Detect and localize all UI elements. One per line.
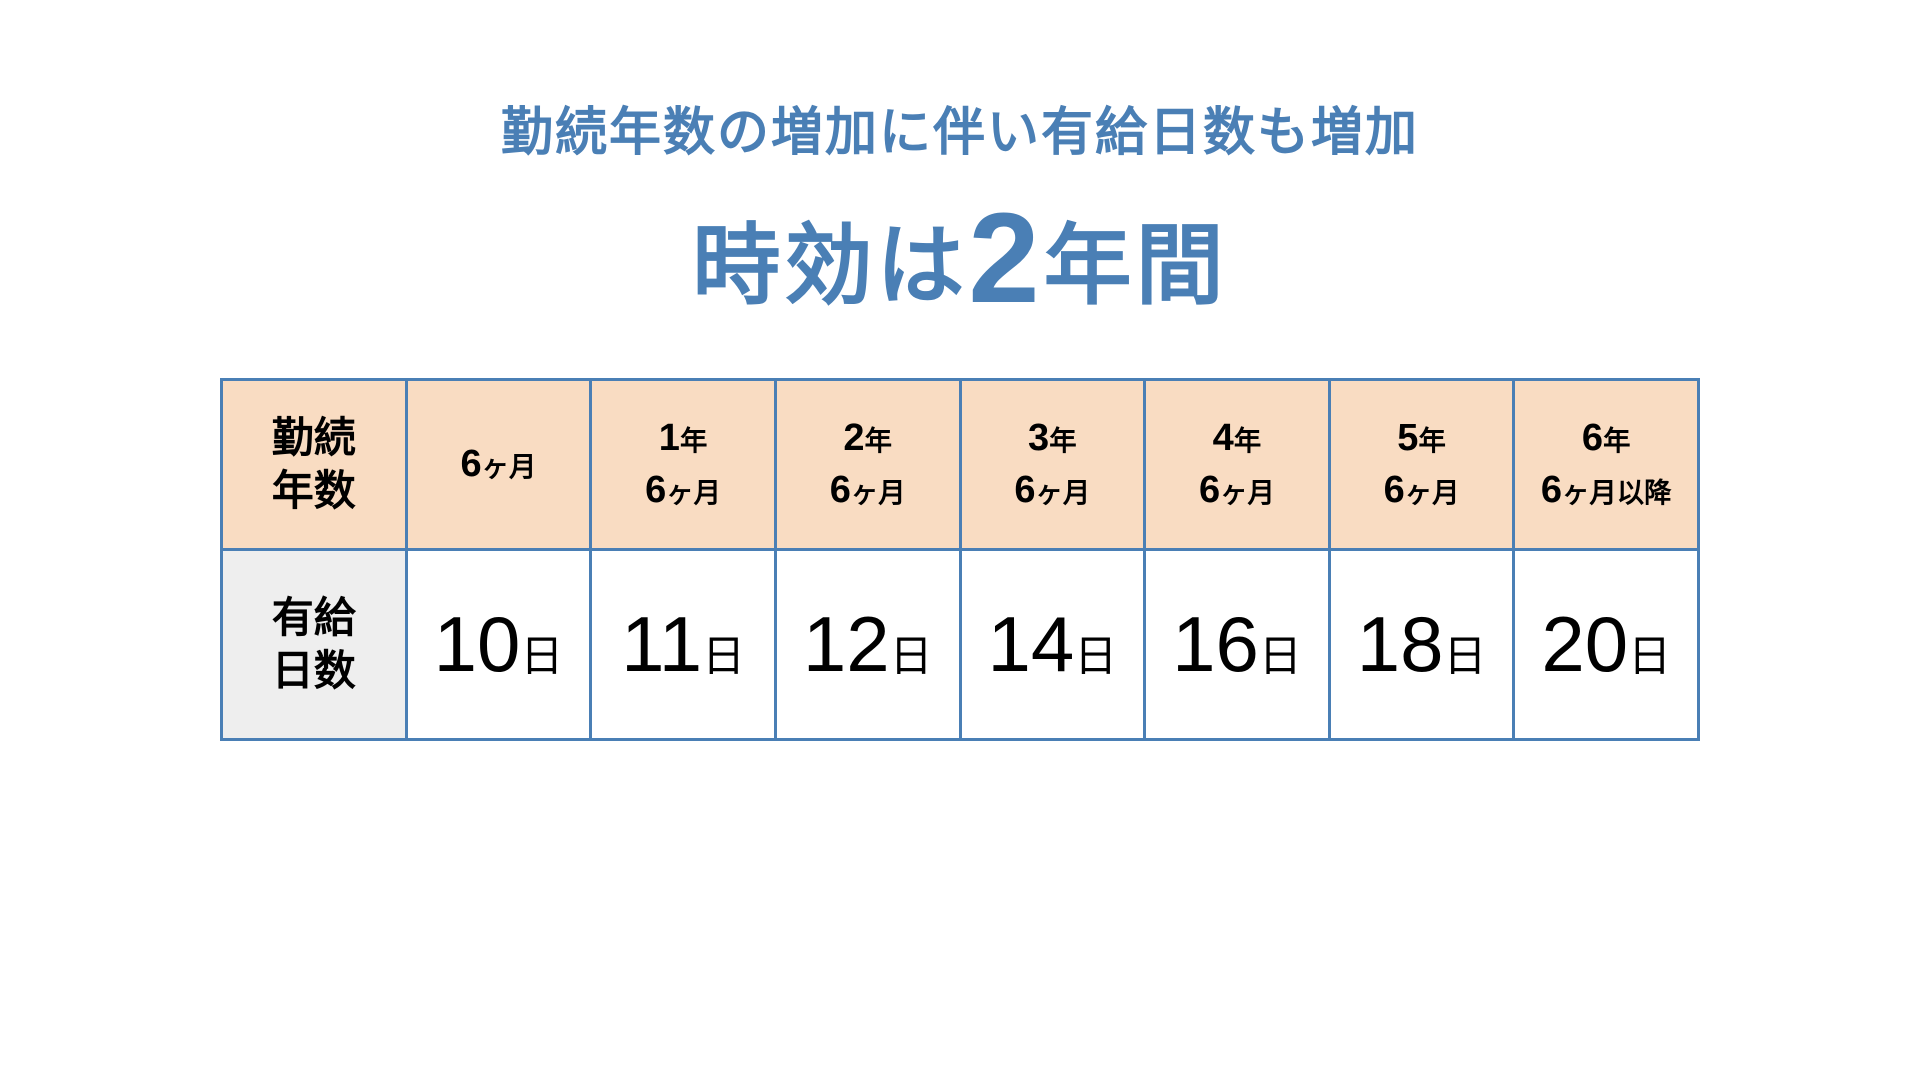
value-cell-1: 11日 — [591, 550, 776, 740]
col-header-2: 2年6ヶ月 — [775, 380, 960, 550]
row-label-years-line2: 年数 — [272, 467, 356, 514]
row-label-years-line1: 勤続 — [272, 414, 356, 461]
title: 時効は2年間 — [692, 195, 1227, 323]
value-cell-0: 10日 — [406, 550, 591, 740]
row-label-days-line1: 有給 — [272, 594, 356, 641]
col-header-5: 5年6ヶ月 — [1329, 380, 1514, 550]
value-cell-3: 14日 — [960, 550, 1145, 740]
title-pre: 時効は — [692, 216, 968, 315]
value-cell-6: 20日 — [1514, 550, 1699, 740]
subtitle: 勤続年数の増加に伴い有給日数も増加 — [501, 90, 1419, 165]
title-big: 2 — [968, 187, 1043, 330]
row-label-days: 有給 日数 — [222, 550, 407, 740]
col-header-0: 6ヶ月 — [406, 380, 591, 550]
col-header-1: 1年6ヶ月 — [591, 380, 776, 550]
row-label-days-line2: 日数 — [272, 647, 356, 694]
paid-leave-table: 勤続 年数 6ヶ月1年6ヶ月2年6ヶ月3年6ヶ月4年6ヶ月5年6ヶ月6年6ヶ月以… — [220, 378, 1700, 741]
title-post: 年間 — [1044, 216, 1228, 315]
value-cell-4: 16日 — [1145, 550, 1330, 740]
col-header-6: 6年6ヶ月以降 — [1514, 380, 1699, 550]
row-label-years: 勤続 年数 — [222, 380, 407, 550]
value-cell-2: 12日 — [775, 550, 960, 740]
col-header-3: 3年6ヶ月 — [960, 380, 1145, 550]
value-cell-5: 18日 — [1329, 550, 1514, 740]
col-header-4: 4年6ヶ月 — [1145, 380, 1330, 550]
